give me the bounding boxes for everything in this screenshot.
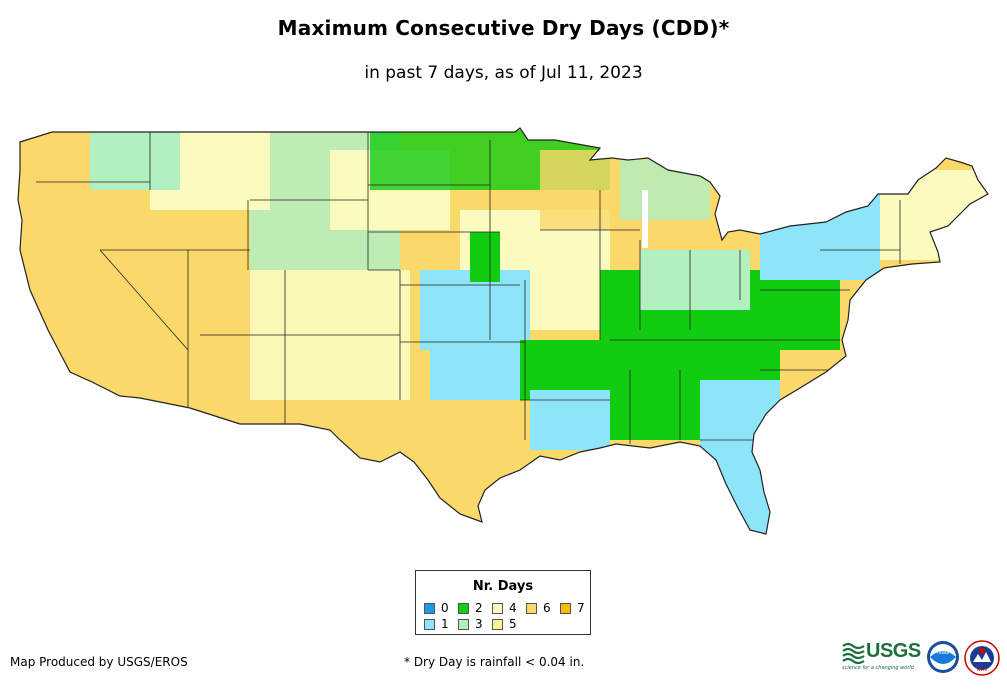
legend-item-2: 2 bbox=[458, 601, 483, 615]
legend-swatch-2 bbox=[458, 602, 469, 614]
lake-michigan bbox=[642, 190, 648, 248]
legend-label-4: 4 bbox=[509, 601, 517, 615]
legend-swatch-0 bbox=[424, 602, 435, 614]
legend-title: Nr. Days bbox=[472, 579, 534, 594]
legend-item-4: 4 bbox=[492, 601, 517, 615]
legend-label-7: 7 bbox=[577, 601, 585, 615]
legend-label-1: 1 bbox=[441, 617, 449, 631]
usgs-tagline: science for a changing world bbox=[842, 665, 914, 671]
legend-label-5: 5 bbox=[509, 617, 517, 631]
legend-label-6: 6 bbox=[543, 601, 551, 615]
legend-item-6: 6 bbox=[526, 601, 551, 615]
map-title: Maximum Consecutive Dry Days (CDD)* bbox=[277, 16, 730, 40]
map-subtitle: in past 7 days, as of Jul 11, 2023 bbox=[364, 63, 643, 83]
nws-logo-icon: NWS bbox=[964, 640, 1000, 676]
legend-item-7: 7 bbox=[560, 601, 585, 615]
us-outline bbox=[17, 127, 989, 535]
legend-item-1: 1 bbox=[424, 617, 449, 631]
legend-swatch-5 bbox=[492, 618, 503, 630]
legend-swatch-6 bbox=[526, 602, 537, 614]
legend-swatch-3 bbox=[458, 618, 469, 630]
state-boundaries bbox=[36, 132, 901, 444]
legend-label-0: 0 bbox=[441, 601, 449, 615]
legend-item-3: 3 bbox=[458, 617, 483, 631]
legend-label-3: 3 bbox=[475, 617, 483, 631]
legend-label-2: 2 bbox=[475, 601, 483, 615]
legend-item-0: 0 bbox=[424, 601, 449, 615]
legend-swatch-4 bbox=[492, 602, 503, 614]
legend-swatch-7 bbox=[560, 602, 571, 614]
legend-box: Nr. Days 0 1 2 3 4 5 6 7 bbox=[415, 570, 591, 635]
agency-logos: USGS science for a changing world noaa N… bbox=[842, 638, 1002, 678]
usgs-wave-icon bbox=[842, 642, 865, 664]
usgs-logo-text: USGS bbox=[866, 640, 921, 662]
noaa-logo-label: noaa bbox=[937, 650, 949, 656]
credit-text: Map Produced by USGS/EROS bbox=[10, 655, 188, 669]
noaa-logo-icon: noaa bbox=[927, 641, 959, 673]
legend-item-5: 5 bbox=[492, 617, 517, 631]
legend-swatch-1 bbox=[424, 618, 435, 630]
nws-logo-label: NWS bbox=[977, 667, 988, 673]
dry-day-note: * Dry Day is rainfall < 0.04 in. bbox=[404, 655, 585, 669]
cdd-fill bbox=[18, 128, 988, 534]
